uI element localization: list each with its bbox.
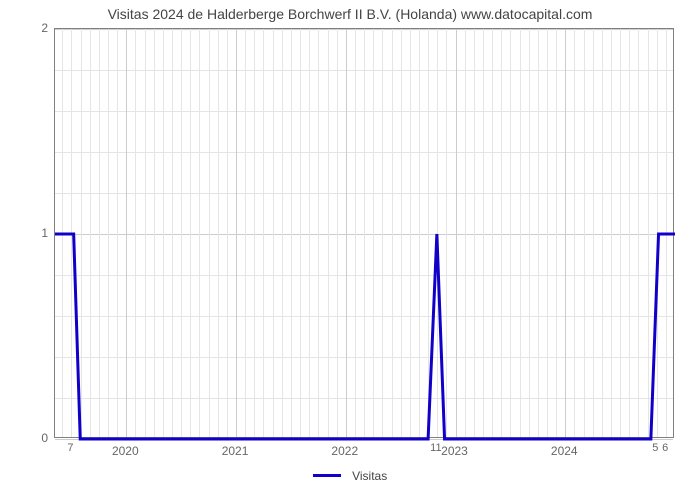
x-tick-label: 2020 bbox=[112, 444, 139, 458]
y-tick-label: 2 bbox=[32, 21, 48, 35]
data-point-label: 6 bbox=[662, 442, 668, 454]
data-point-label: 7 bbox=[67, 442, 73, 454]
x-tick-label: 2024 bbox=[551, 444, 578, 458]
plot-area bbox=[54, 28, 674, 438]
data-point-label: 5 bbox=[652, 442, 658, 454]
x-tick-label: 2023 bbox=[441, 444, 468, 458]
visits-chart: Visitas 2024 de Halderberge Borchwerf II… bbox=[0, 0, 700, 500]
series-line-layer bbox=[55, 29, 675, 439]
legend-swatch bbox=[313, 474, 341, 477]
series-line bbox=[55, 234, 675, 439]
data-point-label: 11 bbox=[430, 442, 441, 454]
y-tick-label: 1 bbox=[32, 226, 48, 240]
x-tick-label: 2021 bbox=[222, 444, 249, 458]
legend-label: Visitas bbox=[352, 469, 387, 483]
y-tick-label: 0 bbox=[32, 431, 48, 445]
chart-title: Visitas 2024 de Halderberge Borchwerf II… bbox=[0, 6, 700, 22]
x-tick-label: 2022 bbox=[331, 444, 358, 458]
chart-legend: Visitas bbox=[0, 468, 700, 483]
